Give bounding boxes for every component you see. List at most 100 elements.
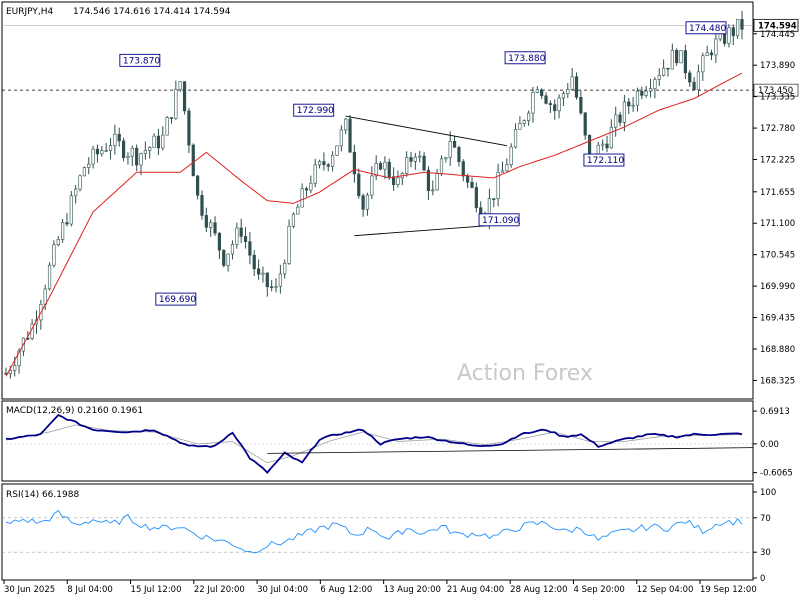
candle-body	[130, 147, 134, 157]
candle-body	[457, 147, 461, 162]
time-tick-label: 30 Jun 2025	[4, 585, 55, 595]
candle-body	[226, 253, 230, 266]
candle-body	[426, 169, 431, 191]
price-axis: 174.445 173.890 173.335 172.780 172.225 171.6…	[753, 30, 795, 386]
chart-ohlc: 174.546 174.616 174.414 174.594	[73, 7, 231, 17]
candle-body	[740, 18, 744, 30]
candle-body	[696, 71, 701, 91]
candle-body	[104, 150, 108, 152]
candle-body	[553, 104, 557, 112]
candle-body	[256, 268, 261, 275]
candle-body	[326, 164, 330, 167]
candle-body	[727, 27, 731, 44]
watermark: Action Forex	[457, 361, 593, 386]
candle-body	[265, 272, 269, 288]
candle-body	[261, 272, 265, 275]
candle-body	[322, 161, 326, 166]
candle-body	[535, 89, 539, 93]
price-tick-label: 171.100	[760, 219, 795, 229]
candle-body	[622, 101, 627, 123]
price-tick-label: 173.890	[760, 61, 795, 71]
candle-body	[500, 170, 505, 173]
candle-body	[653, 79, 657, 89]
candle-body	[736, 18, 740, 37]
candle-body	[121, 140, 126, 158]
candle-body	[187, 110, 191, 146]
candle-body	[383, 161, 387, 170]
candle-body	[235, 227, 239, 245]
time-axis: 30 Jun 2025 8 Jul 04:00 15 Jul 12:00 22 Jul…	[3, 580, 757, 595]
price-annotation-label: 172.990	[297, 106, 334, 116]
candle-body	[618, 114, 622, 123]
candle-body	[191, 144, 195, 177]
candle-body	[492, 198, 496, 200]
horizontal-level-label: 173.450	[758, 86, 793, 96]
candle-body	[239, 227, 243, 237]
price-annotation-label: 169.690	[159, 295, 196, 305]
candle-body	[352, 151, 357, 175]
price-panel-frame	[1, 1, 754, 400]
candle-body	[69, 195, 73, 225]
price-tick-label: 171.655	[760, 188, 795, 198]
candle-body	[431, 189, 435, 192]
candle-body	[331, 154, 335, 167]
candle-body	[8, 370, 12, 374]
candle-body	[448, 141, 452, 158]
candle-body	[705, 52, 709, 57]
candle-body	[378, 163, 383, 170]
candle-body	[252, 254, 256, 270]
candle-body	[583, 112, 587, 136]
candle-body	[365, 194, 370, 210]
candle-body	[640, 90, 644, 96]
price-annotations: 173.870 169.690 172.990 171.090 173.880 172.1…	[119, 21, 726, 306]
candle-body	[731, 27, 735, 37]
candle-body	[178, 81, 182, 90]
price-annotation-box	[293, 103, 335, 117]
rsi-title: RSI(14) 66.1988	[6, 490, 79, 500]
time-tick-label: 6 Aug 12:00	[320, 585, 372, 595]
candle-body	[204, 215, 208, 228]
candle-body	[291, 213, 296, 227]
candle-body	[709, 52, 714, 56]
chart-symbol: EURJPY,H4	[6, 7, 54, 17]
candle-body	[161, 134, 165, 149]
price-tick-label: 169.990	[760, 282, 795, 292]
candle-body	[335, 145, 339, 156]
candle-body	[405, 157, 409, 174]
candle-body	[579, 96, 583, 114]
macd-axis: 0.6913 0.00 -0.6065	[753, 407, 793, 479]
candle-body	[339, 129, 343, 147]
candle-body	[43, 288, 47, 305]
candle-body	[609, 126, 613, 149]
candle-body	[52, 244, 56, 266]
candle-body	[344, 118, 348, 131]
candle-body	[461, 161, 465, 177]
horizontal-level-tag	[753, 83, 799, 97]
candle-body	[496, 172, 500, 199]
rsi-lines	[2, 509, 753, 554]
candle-body	[692, 81, 696, 91]
candle-body	[296, 206, 300, 215]
price-annotation-box	[583, 153, 625, 167]
price-trendline	[345, 115, 507, 147]
time-tick-label: 13 Aug 20:00	[384, 585, 441, 595]
candle-body	[518, 123, 522, 130]
macd-trendline	[267, 447, 754, 454]
price-panel: Action Forex EURJPY,H4 174.546 174.616 1…	[1, 1, 799, 400]
candle-body	[87, 163, 91, 168]
candle-body	[439, 158, 444, 174]
candle-body	[126, 155, 130, 158]
time-tick-label: 12 Sep 04:00	[637, 585, 694, 595]
candle-body	[135, 147, 139, 166]
time-tick-label: 19 Sep 12:00	[700, 585, 757, 595]
candle-body	[357, 173, 361, 197]
price-tick-label: 173.335	[760, 93, 795, 103]
candle-body	[348, 118, 352, 153]
candle-body	[601, 143, 605, 146]
candle-body	[527, 112, 531, 121]
candle-body	[113, 133, 117, 146]
candle-body	[370, 175, 374, 196]
candle-body	[304, 188, 309, 191]
candle-body	[361, 195, 365, 210]
